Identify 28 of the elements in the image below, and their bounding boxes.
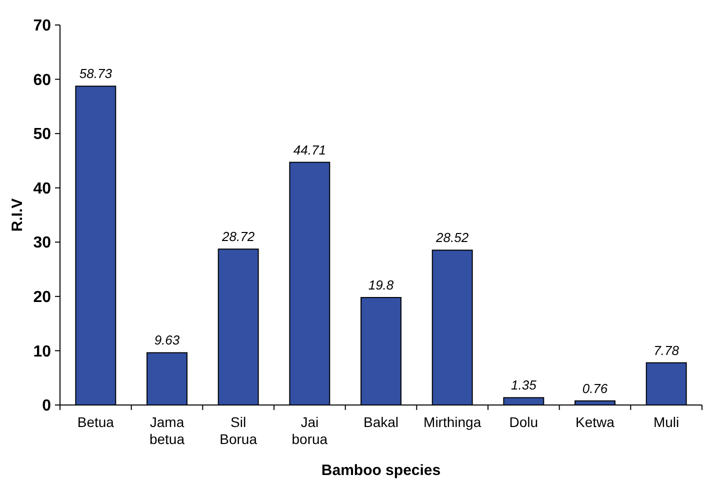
x-tick-label: Betua <box>77 414 114 430</box>
x-tick-label: Bakal <box>363 414 399 430</box>
y-tick-label: 40 <box>33 180 52 198</box>
y-tick-label: 50 <box>33 126 52 144</box>
y-tick-label: 70 <box>33 18 52 35</box>
x-tick-label: Dolu <box>509 414 538 430</box>
y-tick-label: 20 <box>33 289 52 306</box>
data-label: 7.78 <box>654 342 680 358</box>
y-tick-label: 30 <box>33 234 52 252</box>
data-label: 44.71 <box>293 142 326 158</box>
x-tick-label: Muli <box>653 414 680 430</box>
y-tick-label: 10 <box>33 343 52 360</box>
data-label: 28.52 <box>435 230 470 246</box>
x-tick-label: Sil Borua <box>220 414 258 447</box>
data-label: 19.8 <box>368 278 394 293</box>
data-label: 58.73 <box>79 66 113 82</box>
data-label: 9.63 <box>154 332 180 348</box>
data-label: 0.76 <box>582 380 608 396</box>
data-label: 28.72 <box>221 229 256 244</box>
x-axis-title: Bamboo species <box>321 462 441 479</box>
x-tick-label: Jama betua <box>149 414 185 447</box>
y-tick-label: 0 <box>42 398 52 415</box>
data-label: 1.35 <box>511 378 538 393</box>
x-tick-label: Mirthinga <box>424 414 482 430</box>
y-axis-title: R.I.V <box>9 198 26 232</box>
x-tick-label: Jai borua <box>292 414 328 447</box>
x-tick-label: Ketwa <box>576 414 615 430</box>
y-tick-label: 60 <box>33 72 52 89</box>
